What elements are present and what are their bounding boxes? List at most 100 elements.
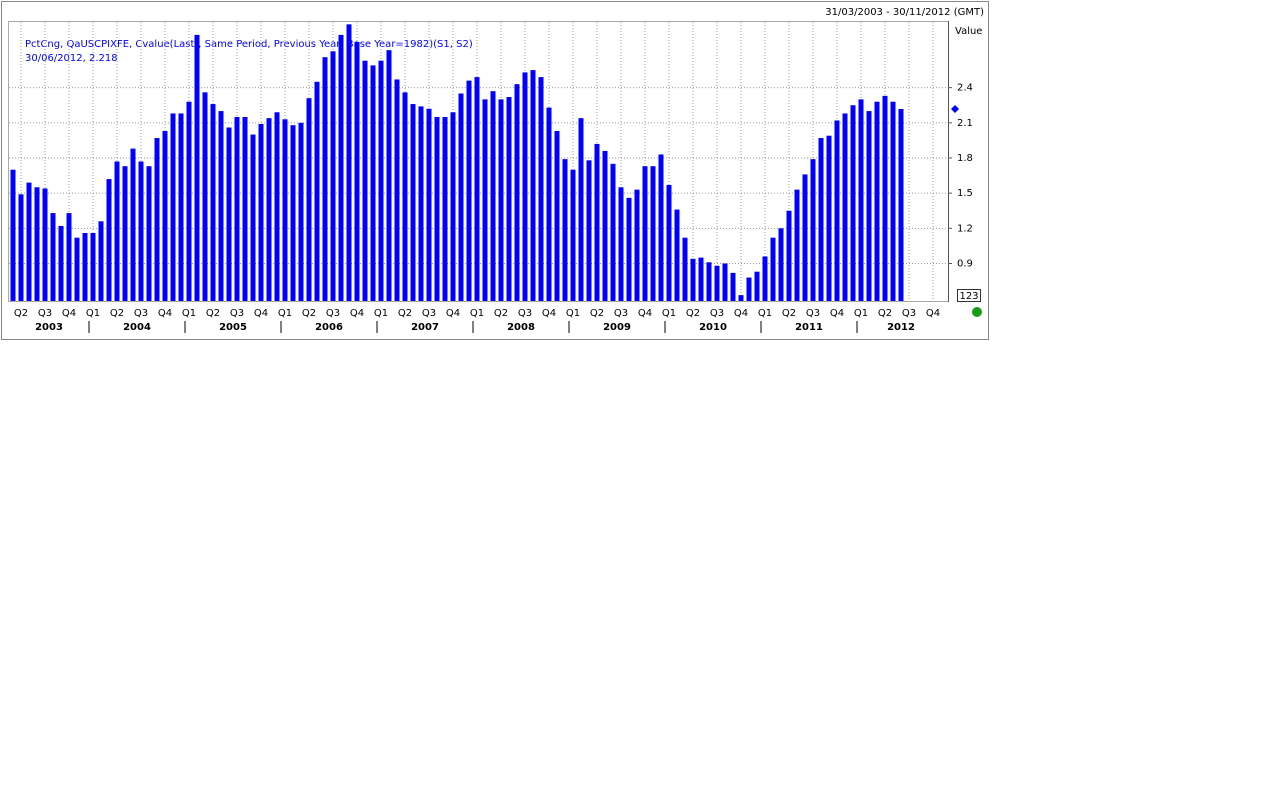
bar [498,99,504,301]
bar [506,97,512,301]
x-tick-label: Q3 [134,308,148,319]
bar [322,57,328,302]
bar [466,80,472,301]
last-value-marker [951,104,959,113]
bar [98,221,104,301]
x-tick-label: Q4 [158,308,172,319]
bar [274,112,280,301]
x-tick-label: Q1 [374,308,388,319]
x-tick-label: Q3 [710,308,724,319]
bar [202,92,208,301]
bar [434,116,440,301]
bar [410,104,416,301]
bar [170,113,176,301]
bar [194,34,200,301]
bar [266,118,272,301]
x-tick-label: Q2 [590,308,604,319]
bar [898,108,904,301]
x-tick-label: Q4 [926,308,940,319]
bar [58,225,64,301]
bar [330,51,336,302]
x-tick-label: Q4 [446,308,460,319]
status-indicator [972,307,982,317]
bar [354,41,360,302]
bar [642,166,648,301]
bar [562,159,568,301]
bar [786,210,792,301]
x-tick-label: Q2 [398,308,412,319]
bar [722,263,728,301]
bar [50,213,56,301]
x-tick-label: Q3 [230,308,244,319]
bar [554,131,560,301]
year-label: 2005 [219,322,247,333]
bar [650,166,656,301]
x-tick-label: Q2 [878,308,892,319]
bar [34,187,40,301]
bar [114,161,120,301]
bar [362,60,368,301]
bar [130,148,136,301]
x-tick-label: Q3 [614,308,628,319]
y-tick-label: 1.8 [957,153,973,164]
y-tick-label: 2.4 [957,83,973,94]
bar [338,34,344,301]
bar [882,95,888,302]
y-tick-label: 0.9 [957,258,973,269]
bar [106,179,112,301]
x-tick-label: Q2 [782,308,796,319]
year-label: 2011 [795,322,823,333]
bar [146,166,152,301]
bar [474,77,480,301]
bar [618,187,624,301]
x-tick-label: Q4 [734,308,748,319]
bar [210,104,216,301]
bar [690,258,696,301]
y-tick-label: 1.2 [957,223,973,234]
bar [298,122,304,301]
bar [770,237,776,301]
bar [242,116,248,301]
bar [346,24,352,301]
bar [522,72,528,301]
scale-box [957,289,981,302]
x-tick-label: Q1 [854,308,868,319]
year-label: 2006 [315,322,343,333]
bar [594,143,600,301]
bar [826,135,832,301]
x-tick-label: Q1 [278,308,292,319]
x-tick-label: Q2 [494,308,508,319]
bar [666,184,672,301]
bar [378,60,384,301]
bar [482,99,488,301]
cursor-label: 30/06/2012, 2.218 [25,53,118,64]
bar [154,138,160,301]
bar [122,166,128,301]
bar [714,265,720,301]
bar [634,189,640,301]
bar [234,116,240,301]
bar [186,101,192,301]
bar [794,189,800,301]
bar [578,118,584,301]
x-tick-label: Q2 [686,308,700,319]
x-tick-label: Q3 [518,308,532,319]
date-range: 31/03/2003 - 30/11/2012 (GMT) [825,7,984,18]
bar [730,272,736,301]
bar [458,93,464,302]
bar [818,138,824,301]
bar [10,169,16,301]
bar [138,161,144,301]
bar [802,174,808,301]
bar [442,116,448,301]
bar [290,125,296,301]
x-tick-label: Q2 [302,308,316,319]
bar [386,50,392,301]
bar [178,113,184,301]
x-tick-label: Q1 [86,308,100,319]
year-label: 2007 [411,322,439,333]
bar [402,92,408,301]
year-label: 2003 [35,322,63,333]
bar [850,105,856,301]
year-label: 2004 [123,322,151,333]
